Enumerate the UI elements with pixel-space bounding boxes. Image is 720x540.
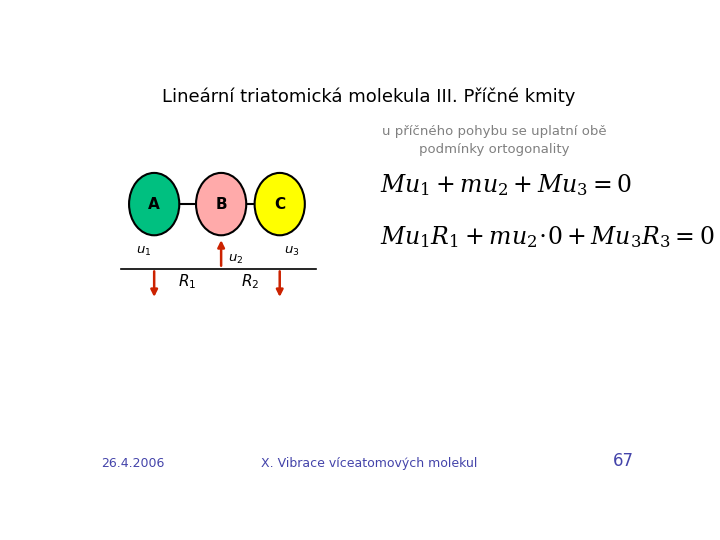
Ellipse shape xyxy=(196,173,246,235)
Text: A: A xyxy=(148,197,160,212)
Text: $Mu_1 + mu_2 + Mu_3 = 0$: $Mu_1 + mu_2 + Mu_3 = 0$ xyxy=(380,172,632,198)
Text: $Mu_1R_1 + mu_2 \!\cdot\! 0 + Mu_3R_3 = 0$: $Mu_1R_1 + mu_2 \!\cdot\! 0 + Mu_3R_3 = … xyxy=(380,225,715,251)
Text: $R_1$: $R_1$ xyxy=(179,273,197,292)
Text: $R_2$: $R_2$ xyxy=(241,273,259,292)
Text: 67: 67 xyxy=(613,452,634,470)
Text: C: C xyxy=(274,197,285,212)
Text: X. Vibrace víceatomových molekul: X. Vibrace víceatomových molekul xyxy=(261,457,477,470)
Text: 26.4.2006: 26.4.2006 xyxy=(101,457,165,470)
Text: $u_1$: $u_1$ xyxy=(136,245,152,258)
Text: $u_3$: $u_3$ xyxy=(284,245,300,258)
Text: u příčného pohybu se uplatní obě
podmínky ortogonality: u příčného pohybu se uplatní obě podmínk… xyxy=(382,125,607,156)
Ellipse shape xyxy=(129,173,179,235)
Text: Lineární triatomická molekula III. Příčné kmity: Lineární triatomická molekula III. Příčn… xyxy=(162,87,576,106)
Text: $u_2$: $u_2$ xyxy=(228,253,243,266)
Ellipse shape xyxy=(255,173,305,235)
Text: B: B xyxy=(215,197,227,212)
